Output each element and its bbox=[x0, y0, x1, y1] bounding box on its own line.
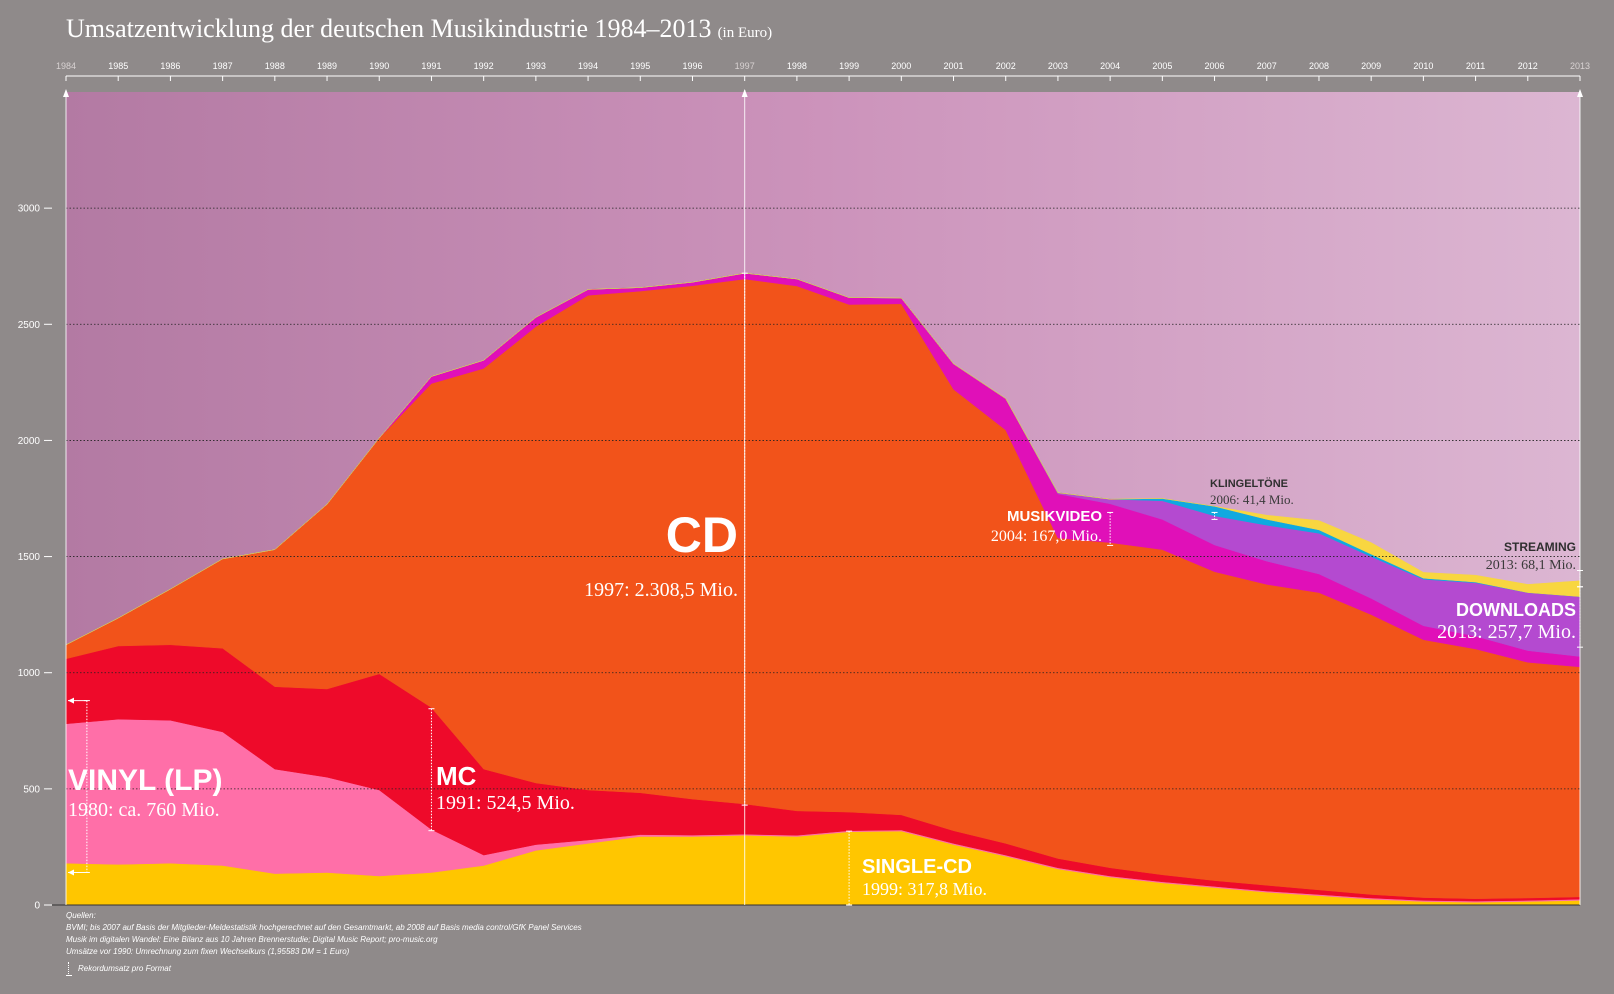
year-label: 1988 bbox=[265, 61, 285, 71]
up-arrow-icon bbox=[63, 89, 69, 97]
year-label: 1996 bbox=[682, 61, 702, 71]
record-legend: Rekordumsatz pro Format bbox=[66, 962, 582, 976]
year-label: 2003 bbox=[1048, 61, 1068, 71]
year-label: 2011 bbox=[1466, 61, 1485, 71]
year-label: 1985 bbox=[108, 61, 128, 71]
year-label: 1994 bbox=[578, 61, 598, 71]
series-label-value: 1980: ca. 760 Mio. bbox=[68, 799, 220, 821]
series-label-title: CD bbox=[666, 507, 738, 563]
year-label: 1990 bbox=[369, 61, 389, 71]
sources-heading: Quellen: bbox=[66, 911, 96, 920]
series-label-title: STREAMING bbox=[1504, 540, 1576, 554]
series-label: KLINGELTÖNE 2006: 41,4 Mio. bbox=[1210, 477, 1294, 507]
year-label: 2009 bbox=[1361, 61, 1381, 71]
sources-line: Umsätze vor 1990: Umrechnung zum fixen W… bbox=[66, 947, 350, 956]
series-label-value: 2006: 41,4 Mio. bbox=[1210, 492, 1294, 507]
y-tick-label: 2500 bbox=[18, 320, 41, 331]
y-tick-label: 3000 bbox=[18, 204, 41, 215]
series-label: MUSIKVIDEO 2004: 167,0 Mio. bbox=[991, 508, 1102, 545]
series-label-value: 2004: 167,0 Mio. bbox=[991, 528, 1102, 545]
year-label: 2002 bbox=[996, 61, 1016, 71]
series-label-value: 2013: 257,7 Mio. bbox=[1437, 621, 1576, 643]
year-label: 1986 bbox=[160, 61, 180, 71]
series-label-title: KLINGELTÖNE bbox=[1210, 477, 1288, 490]
year-label: 1995 bbox=[630, 61, 650, 71]
sources-line: BVMI; bis 2007 auf Basis der Mitglieder-… bbox=[66, 923, 582, 932]
chart-title-block: Umsatzentwicklung der deutschen Musikind… bbox=[66, 14, 772, 44]
chart-title: Umsatzentwicklung der deutschen Musikind… bbox=[66, 14, 712, 43]
year-label: 2005 bbox=[1152, 61, 1172, 71]
y-tick-label: 0 bbox=[34, 901, 40, 912]
year-label: 1989 bbox=[317, 61, 337, 71]
year-label: 2008 bbox=[1309, 61, 1329, 71]
series-label: VINYL (LP)1980: ca. 760 Mio. bbox=[68, 764, 222, 821]
series-label: CD 1997: 2.308,5 Mio. bbox=[584, 507, 738, 601]
series-label: STREAMING 2013: 68,1 Mio. bbox=[1486, 540, 1576, 573]
y-tick-label: 2000 bbox=[18, 436, 41, 447]
year-label: 2001 bbox=[944, 61, 964, 71]
series-label-value: 2013: 68,1 Mio. bbox=[1486, 558, 1576, 573]
year-label: 1997 bbox=[735, 61, 755, 71]
y-tick-label: 1000 bbox=[18, 668, 41, 679]
year-label: 1984 bbox=[56, 61, 76, 71]
sources-line: Musik im digitalen Wandel: Eine Bilanz a… bbox=[66, 935, 438, 944]
record-marker-icon bbox=[66, 962, 72, 976]
up-arrow-icon bbox=[1577, 89, 1583, 97]
year-label: 1992 bbox=[474, 61, 494, 71]
left-arrow-icon bbox=[68, 869, 74, 876]
series-label-value: 1999: 317,8 Mio. bbox=[862, 879, 987, 899]
year-label: 2004 bbox=[1100, 61, 1120, 71]
series-label-value: 1991: 524,5 Mio. bbox=[436, 792, 575, 814]
year-label: 1987 bbox=[213, 61, 233, 71]
year-label: 2007 bbox=[1257, 61, 1277, 71]
year-label: 2000 bbox=[891, 61, 911, 71]
year-label: 1993 bbox=[526, 61, 546, 71]
series-label-title: MC bbox=[436, 761, 477, 791]
series-label-title: DOWNLOADS bbox=[1456, 600, 1576, 620]
y-tick-label: 1500 bbox=[18, 552, 41, 563]
series-label-title: VINYL (LP) bbox=[68, 764, 222, 797]
y-tick-label: 500 bbox=[23, 784, 40, 795]
series-label-title: SINGLE-CD bbox=[862, 856, 972, 878]
left-arrow-icon bbox=[68, 697, 74, 704]
year-label: 1998 bbox=[787, 61, 807, 71]
year-label: 2010 bbox=[1413, 61, 1433, 71]
chart-title-unit: (in Euro) bbox=[717, 25, 773, 41]
sources-block: Quellen: BVMI; bis 2007 auf Basis der Mi… bbox=[66, 910, 582, 976]
year-label: 2012 bbox=[1518, 61, 1538, 71]
year-label: 1999 bbox=[839, 61, 859, 71]
up-arrow-icon bbox=[741, 89, 748, 97]
series-label-value: 1997: 2.308,5 Mio. bbox=[584, 579, 738, 601]
year-label: 1991 bbox=[421, 61, 441, 71]
year-label: 2006 bbox=[1205, 61, 1225, 71]
year-label: 2013 bbox=[1570, 61, 1590, 71]
series-label-title: MUSIKVIDEO bbox=[1007, 508, 1102, 525]
record-legend-label: Rekordumsatz pro Format bbox=[78, 964, 171, 973]
